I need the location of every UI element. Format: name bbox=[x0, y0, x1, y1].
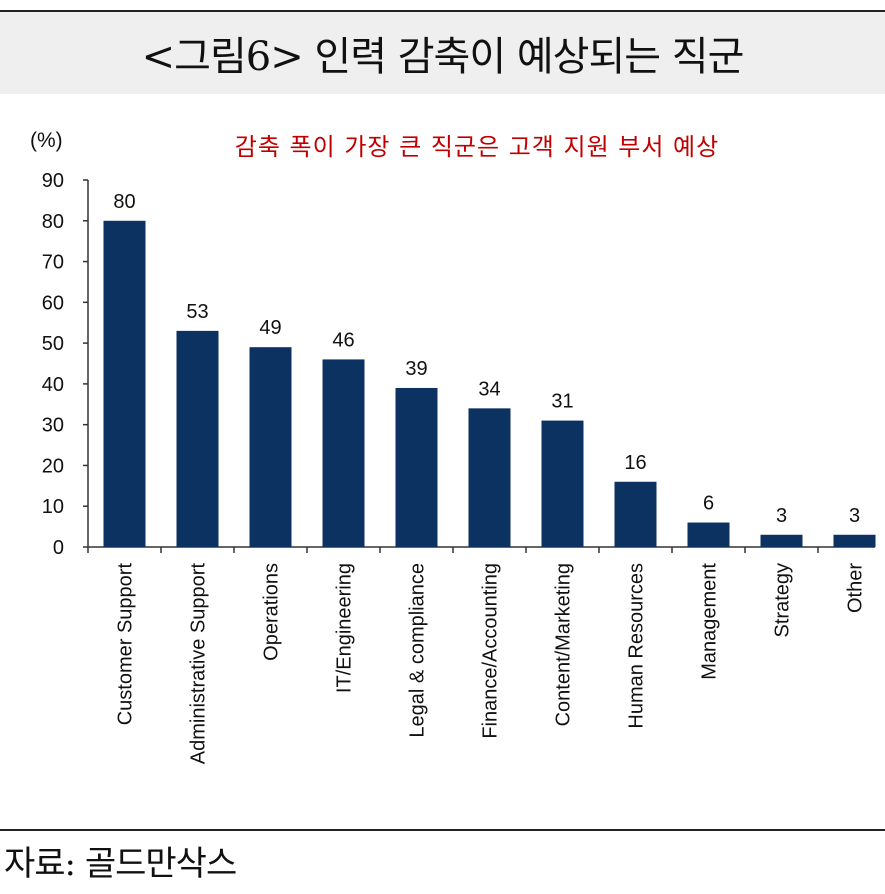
y-tick-label: 60 bbox=[42, 292, 64, 314]
data-label: 49 bbox=[259, 317, 281, 339]
bar-11 bbox=[833, 534, 876, 547]
labels-group: 80 Customer Support 53 Administrative Suppo… bbox=[113, 191, 866, 764]
category-label: Finance/Accounting bbox=[480, 563, 502, 739]
data-label: 46 bbox=[332, 329, 354, 351]
bar-1 bbox=[103, 220, 146, 547]
bar-5 bbox=[395, 387, 438, 547]
title-band: <그림6> 인력 감축이 예상되는 직군 bbox=[0, 12, 885, 94]
data-label: 80 bbox=[113, 191, 135, 213]
category-label: Management bbox=[699, 563, 721, 680]
bar-chart: (%) 감축 폭이 가장 큰 직군은 고객 지원 부서 예상 0 10 20 30 40… bbox=[30, 129, 876, 764]
y-tick-label: 10 bbox=[42, 496, 64, 518]
bar-2 bbox=[176, 330, 219, 547]
y-tick-label: 80 bbox=[42, 211, 64, 233]
category-label: Strategy bbox=[772, 563, 794, 637]
bottom-rule bbox=[0, 829, 885, 831]
y-axis-unit-label: (%) bbox=[30, 129, 63, 152]
category-label: IT/Engineering bbox=[334, 563, 356, 693]
category-label: Legal & compliance bbox=[407, 563, 429, 738]
chart-annotation: 감축 폭이 가장 큰 직군은 고객 지원 부서 예상 bbox=[235, 133, 719, 161]
y-tick-label: 70 bbox=[42, 252, 64, 274]
y-tick-label: 90 bbox=[42, 170, 64, 192]
source-note: 자료: 골드만삭스 bbox=[4, 844, 237, 884]
category-label: Customer Support bbox=[115, 563, 137, 726]
category-label: Other bbox=[845, 563, 867, 613]
figure-title: <그림6> 인력 감축이 예상되는 직군 bbox=[141, 34, 745, 80]
data-label: 39 bbox=[405, 358, 427, 380]
axes: 0 10 20 30 40 50 60 70 80 90 bbox=[42, 170, 875, 559]
bar-10 bbox=[760, 534, 803, 547]
data-label: 16 bbox=[624, 452, 646, 474]
data-label: 6 bbox=[703, 493, 714, 515]
bar-6 bbox=[468, 408, 511, 547]
category-label: Human Resources bbox=[626, 563, 648, 729]
bar-8 bbox=[614, 481, 657, 547]
y-tick-label: 50 bbox=[42, 333, 64, 355]
bar-3 bbox=[249, 347, 292, 547]
y-tick-label: 30 bbox=[42, 415, 64, 437]
data-label: 53 bbox=[186, 301, 208, 323]
data-label: 31 bbox=[551, 391, 573, 413]
y-tick-label: 20 bbox=[42, 455, 64, 477]
bars-group bbox=[103, 220, 876, 547]
data-label: 3 bbox=[849, 505, 860, 527]
bar-4 bbox=[322, 359, 365, 547]
category-label: Operations bbox=[261, 563, 283, 661]
data-label: 3 bbox=[776, 505, 787, 527]
bar-7 bbox=[541, 420, 584, 547]
category-label: Administrative Support bbox=[188, 563, 210, 765]
data-label: 34 bbox=[478, 378, 500, 400]
y-tick-label: 40 bbox=[42, 374, 64, 396]
y-tick-label: 0 bbox=[53, 537, 64, 559]
category-label: Content/Marketing bbox=[553, 563, 575, 726]
bar-9 bbox=[687, 522, 730, 547]
top-rule bbox=[0, 10, 885, 12]
